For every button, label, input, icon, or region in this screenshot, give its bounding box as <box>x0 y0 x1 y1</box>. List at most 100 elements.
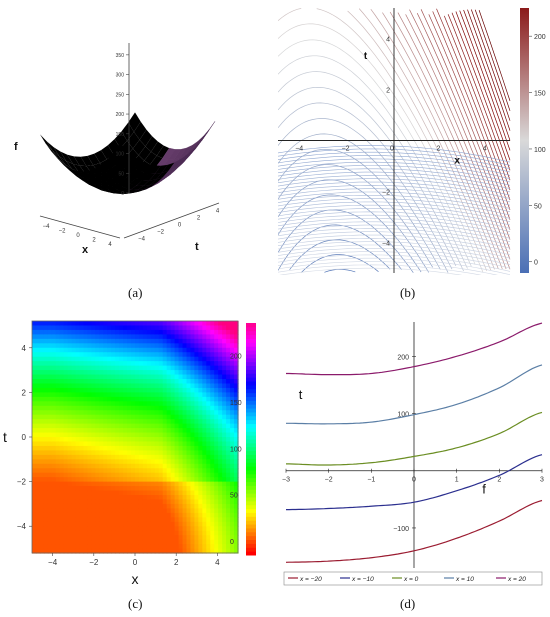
heatmap-cell <box>186 454 192 460</box>
heatmap-cell <box>91 343 96 349</box>
heatmap-cell <box>214 521 219 527</box>
heatmap-cell <box>178 490 184 496</box>
heatmap-cell <box>99 512 104 518</box>
contour-line <box>277 102 457 266</box>
heatmap-cell <box>174 548 180 554</box>
heatmap-cell <box>230 361 235 367</box>
heatmap-cell <box>210 392 215 398</box>
heatmap-cell <box>75 379 81 385</box>
heatmap-cell <box>142 325 148 331</box>
heatmap-cell <box>142 374 148 380</box>
heatmap-cell <box>202 370 207 376</box>
heatmap-cell <box>103 508 108 514</box>
heatmap-cell <box>103 548 108 554</box>
heatmap-cell <box>166 486 172 492</box>
heatmap-cell <box>162 468 168 474</box>
heatmap-cell <box>166 450 172 456</box>
caption-a: (a) <box>128 285 143 300</box>
heatmap-cell <box>67 495 73 501</box>
heatmap-cell <box>146 347 152 353</box>
surface-patch <box>98 174 111 183</box>
heatmap-cell <box>87 535 93 541</box>
heatmap-cell <box>71 432 77 438</box>
heatmap-cell <box>71 374 77 380</box>
heatmap-cell <box>47 463 53 469</box>
heatmap-cell <box>210 396 215 402</box>
heatmap-cell <box>135 374 140 380</box>
heatmap-cell <box>39 334 45 340</box>
heatmap-cell <box>35 432 41 438</box>
heatmap-cell <box>67 321 73 327</box>
heatmap-cell <box>218 347 223 353</box>
heatmap-cell <box>198 517 203 523</box>
heatmap-cell <box>79 490 85 496</box>
contour-line <box>277 164 434 268</box>
heatmap-cell <box>142 396 148 402</box>
heatmap-cell <box>115 508 120 514</box>
colorbar-segment <box>246 473 256 479</box>
heatmap-cell <box>55 374 61 380</box>
heatmap-cell <box>218 495 223 501</box>
heatmap-cell <box>107 401 112 407</box>
heatmap-cell <box>226 334 231 340</box>
heatmap-cell <box>107 356 112 362</box>
heatmap-cell <box>95 356 100 362</box>
heatmap-cell <box>154 334 160 340</box>
heatmap-cell <box>39 392 45 398</box>
heatmap-cell <box>75 387 81 393</box>
heatmap-cell <box>35 450 41 456</box>
heatmap-cell <box>71 477 77 483</box>
heatmap-cell <box>115 526 120 532</box>
heatmap-cell <box>234 428 239 434</box>
heatmap-cell <box>131 428 136 434</box>
heatmap-cell <box>119 370 124 376</box>
heatmap-cell <box>87 321 93 327</box>
heatmap-cell <box>234 396 239 402</box>
heatmap-cell <box>103 396 108 402</box>
heatmap-cell <box>150 481 156 487</box>
heatmap-cell <box>111 338 116 344</box>
heatmap-cell <box>119 468 124 474</box>
legend-box <box>283 571 543 586</box>
heatmap-cell <box>87 445 93 451</box>
surface-patch <box>149 172 162 181</box>
heatmap-cell <box>142 356 148 362</box>
heatmap-cell <box>107 521 112 527</box>
heatmap-cell <box>55 414 61 420</box>
heatmap-cell <box>55 481 61 487</box>
heatmap-cell <box>230 526 235 532</box>
heatmap-cell <box>35 472 41 478</box>
heatmap-cell <box>142 481 148 487</box>
colorbar-segment <box>246 527 256 533</box>
heatmap-cell <box>194 414 199 420</box>
heatmap-cell <box>123 383 128 389</box>
heatmap-cell <box>47 477 53 483</box>
heatmap-cell <box>218 356 223 362</box>
surface-patch <box>92 177 105 185</box>
heatmap-cell <box>154 535 160 541</box>
heatmap-cell <box>210 343 215 349</box>
heatmap-cell <box>210 521 215 527</box>
heatmap-cell <box>135 459 140 465</box>
heatmap-cell <box>146 321 152 327</box>
heatmap-cell <box>170 530 176 536</box>
heatmap-cell <box>59 419 65 425</box>
heatmap-cell <box>202 499 207 505</box>
heatmap-cell <box>182 379 188 385</box>
heatmap-cell <box>146 481 152 487</box>
heatmap-cell <box>55 472 61 478</box>
heatmap-cell <box>154 365 160 371</box>
heatmap-cell <box>170 374 176 380</box>
x-tick-label: 2 <box>92 237 96 243</box>
f-tick-label: 300 <box>116 73 125 79</box>
heatmap-cell <box>32 468 37 474</box>
heatmap-cell <box>135 387 140 393</box>
heatmap-cell <box>234 325 239 331</box>
heatmap-cell <box>111 423 116 429</box>
heatmap-cell <box>63 343 69 349</box>
heatmap-cell <box>174 450 180 456</box>
heatmap-cell <box>47 472 53 478</box>
f-tick-label: 250 <box>116 92 125 98</box>
heatmap-cell <box>131 392 136 398</box>
heatmap-cell <box>154 495 160 501</box>
